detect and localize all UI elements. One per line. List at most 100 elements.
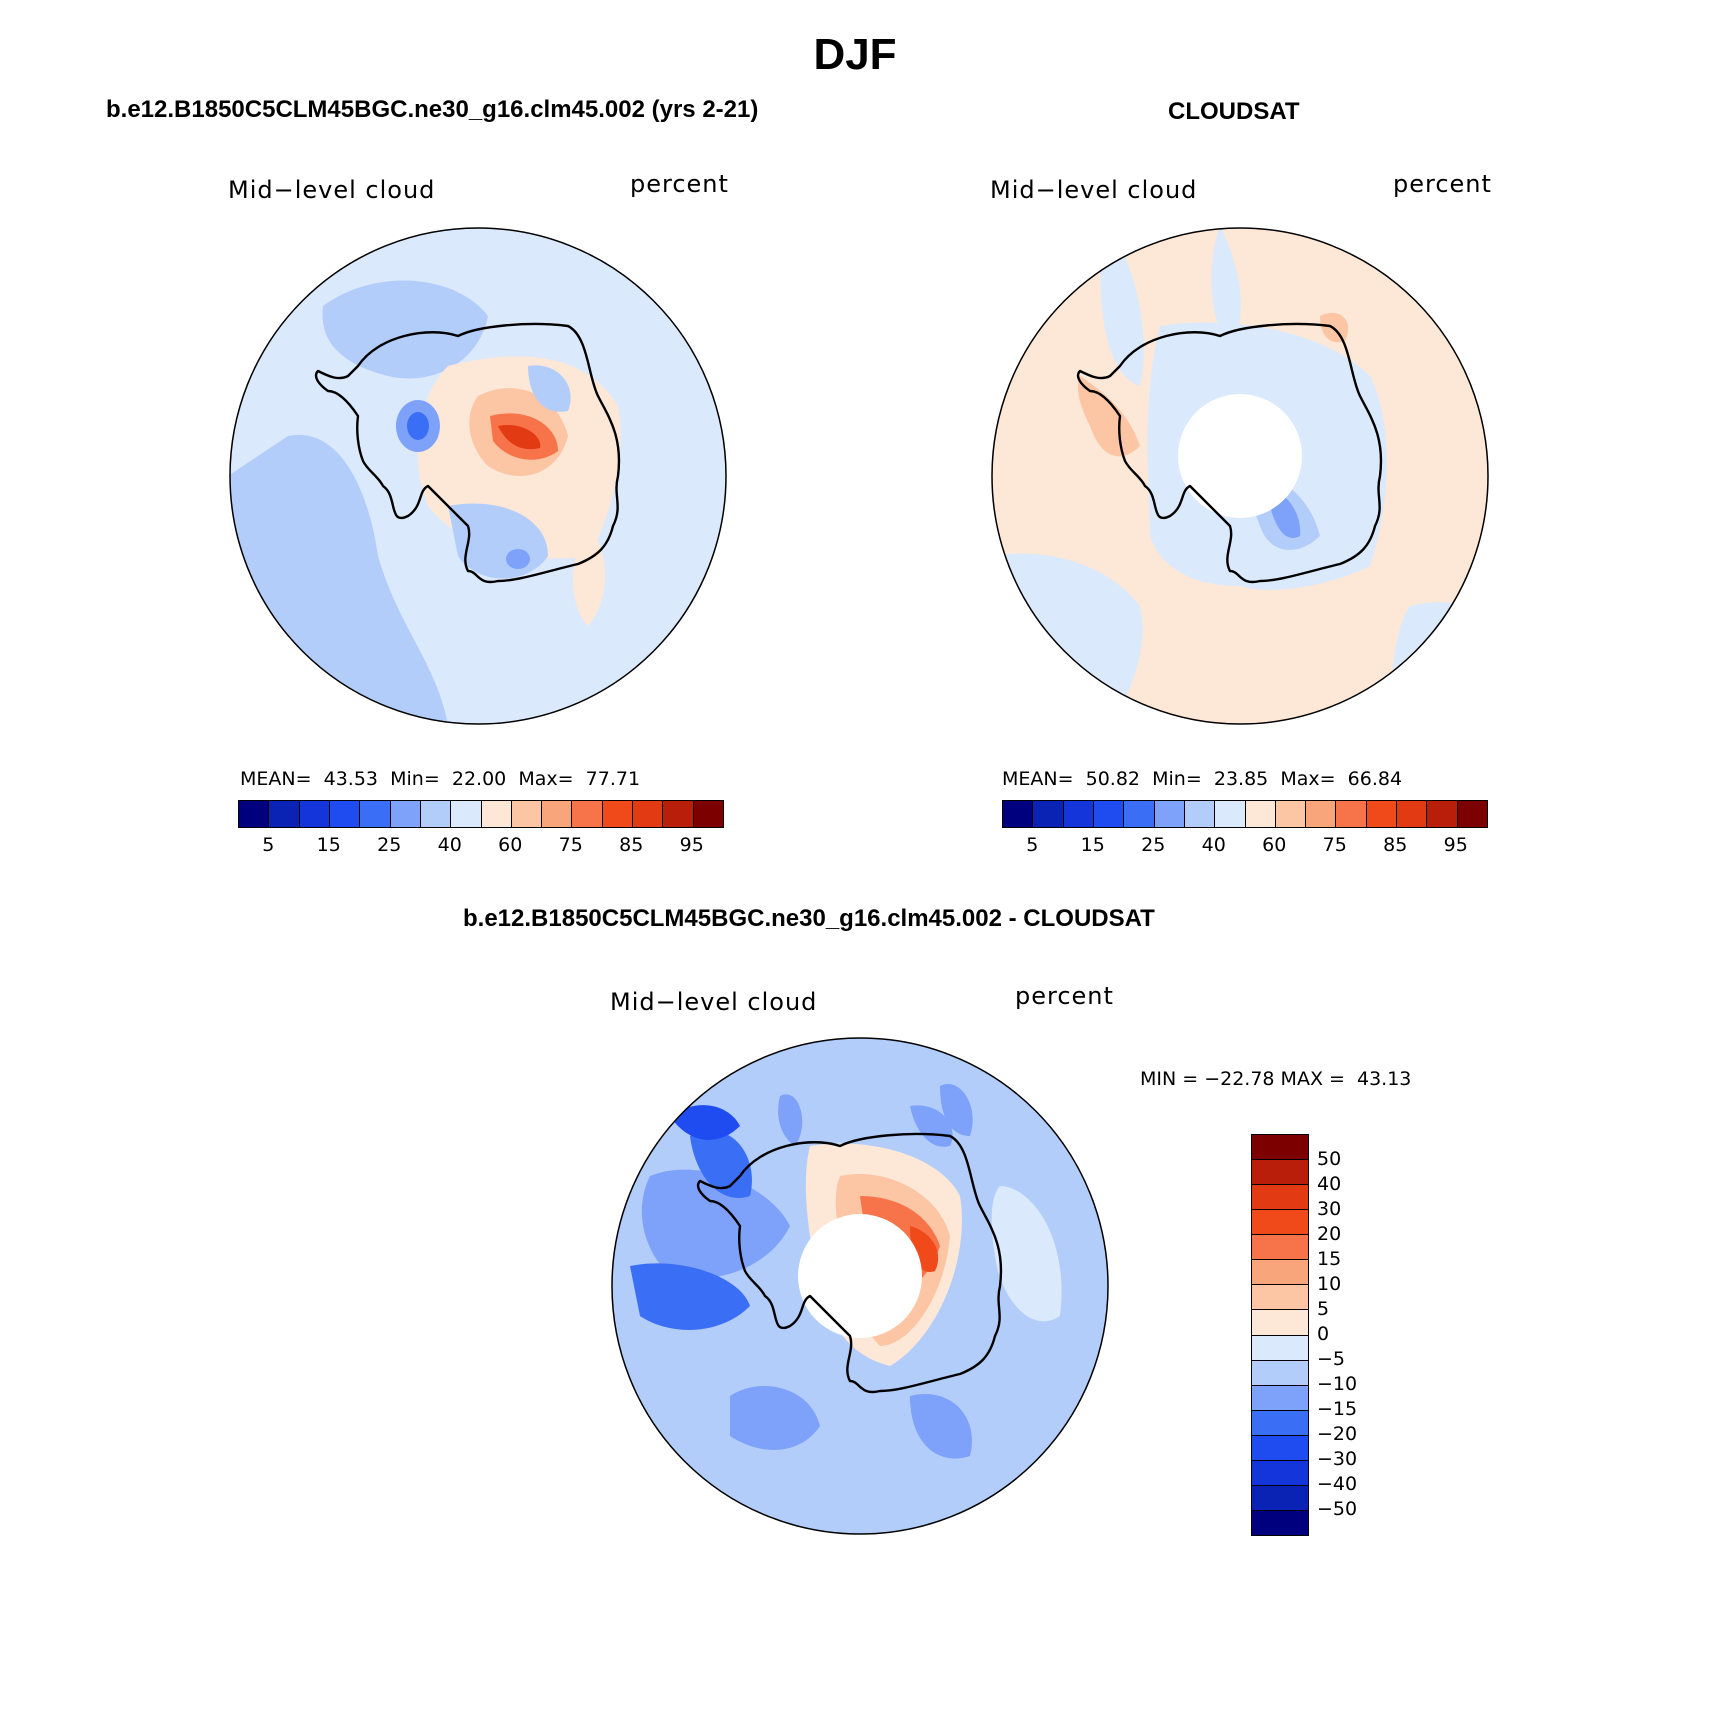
obs-colorbar-tick-label: 25: [1141, 834, 1166, 856]
obs-min-label: Min=: [1152, 768, 1202, 790]
model-polar-map: [229, 227, 727, 725]
model-variable-label: Mid−level cloud: [228, 176, 436, 204]
diff-field-region: [910, 1394, 972, 1459]
diff-variable-label: Mid−level cloud: [610, 988, 818, 1016]
obs-colorbar-swatch: [1003, 801, 1034, 827]
diff-colorbar-swatch: [1252, 1410, 1308, 1436]
model-panel-title: b.e12.B1850C5CLM45BGC.ne30_g16.clm45.002…: [106, 96, 759, 123]
obs-colorbar-swatch: [1306, 801, 1337, 827]
diff-colorbar-tick-label: −15: [1317, 1398, 1358, 1420]
model-colorbar-tick-label: 85: [619, 834, 644, 856]
obs-colorbar-swatch: [1245, 801, 1276, 827]
obs-panel-title: CLOUDSAT: [1168, 98, 1300, 125]
diff-colorbar-swatch: [1252, 1135, 1308, 1161]
model-colorbar-swatch: [511, 801, 543, 827]
diff-colorbar-tick-label: 40: [1317, 1173, 1342, 1195]
diff-colorbar-swatch: [1252, 1460, 1308, 1486]
model-map-border: [229, 227, 727, 725]
model-field-region: [230, 346, 247, 396]
obs-max-value: 66.84: [1347, 768, 1403, 790]
diff-colorbar-swatch: [1252, 1385, 1308, 1411]
diff-colorbar-tick-label: −40: [1317, 1473, 1358, 1495]
diff-colorbar-tick-label: 0: [1317, 1323, 1330, 1345]
figure-title: DJF: [813, 30, 897, 79]
model-colorbar-tick-label: 15: [316, 834, 341, 856]
obs-antarctica-coastline: [1076, 322, 1383, 584]
diff-colorbar-tick-label: 20: [1317, 1223, 1342, 1245]
obs-colorbar-swatch: [1366, 801, 1398, 827]
diff-panel-title: b.e12.B1850C5CLM45BGC.ne30_g16.clm45.002…: [463, 905, 1155, 932]
diff-colorbar-swatch: [1252, 1310, 1308, 1336]
obs-colorbar-tick-label: 95: [1443, 834, 1468, 856]
diff-colorbar-tick-label: −50: [1317, 1498, 1358, 1520]
model-colorbar-swatch: [481, 801, 512, 827]
obs-mean-value: 50.82: [1085, 768, 1141, 790]
model-colorbar-swatch: [239, 801, 270, 827]
obs-colorbar-swatch: [1154, 801, 1185, 827]
obs-colorbar-swatch: [1275, 801, 1307, 827]
model-mean-value: 43.53: [323, 768, 379, 790]
obs-min-value: 23.85: [1213, 768, 1269, 790]
obs-field-region: [1078, 376, 1140, 457]
model-antarctica-coastline: [314, 322, 621, 584]
diff-field-region: [910, 1105, 953, 1147]
diff-colorbar-swatch: [1252, 1510, 1308, 1535]
diff-field-region: [670, 1105, 740, 1140]
obs-colorbar-swatch: [1063, 801, 1094, 827]
diff-colorbar-swatch: [1252, 1335, 1308, 1361]
diff-field-region: [630, 1263, 750, 1330]
model-min-value: 22.00: [451, 768, 507, 790]
diff-map-border: [611, 1037, 1109, 1535]
model-field-region: [573, 526, 605, 626]
obs-colorbar-tick-label: 85: [1383, 834, 1408, 856]
diff-colorbar-tick-label: 30: [1317, 1198, 1342, 1220]
obs-colorbar-swatch: [1184, 801, 1216, 827]
obs-polar-map: [991, 227, 1489, 725]
diff-units-label: percent: [1015, 982, 1114, 1010]
obs-field-region: [1390, 602, 1488, 724]
model-mean-label: MEAN=: [240, 768, 312, 790]
model-colorbar-swatch: [572, 801, 603, 827]
diff-polar-map: [611, 1037, 1109, 1535]
diff-antarctica-coastline: [696, 1132, 1003, 1394]
model-colorbar-swatch: [693, 801, 723, 827]
diff-colorbar-swatch: [1252, 1360, 1308, 1386]
diff-colorbar-swatch: [1252, 1285, 1308, 1311]
diff-colorbar-tick-label: −20: [1317, 1423, 1358, 1445]
obs-stats: MEAN= 50.82 Min= 23.85 Max= 66.84: [1002, 768, 1402, 790]
diff-colorbar-swatch: [1252, 1435, 1308, 1461]
diff-field-region: [991, 1186, 1062, 1322]
model-stats: MEAN= 43.53 Min= 22.00 Max= 77.71: [240, 768, 640, 790]
obs-mean-label: MEAN=: [1002, 768, 1074, 790]
diff-colorbar-swatch: [1252, 1160, 1308, 1186]
obs-colorbar-swatch: [1336, 801, 1367, 827]
obs-colorbar-swatch: [1427, 801, 1458, 827]
model-colorbar-tick-label: 60: [498, 834, 523, 856]
model-colorbar-swatch: [633, 801, 664, 827]
diff-colorbar-swatch: [1252, 1185, 1308, 1211]
obs-colorbar-tick-label: 5: [1026, 834, 1039, 856]
obs-map-border: [991, 227, 1489, 725]
obs-colorbar-tick-label: 60: [1262, 834, 1287, 856]
obs-colorbar-tick-label: 15: [1080, 834, 1105, 856]
diff-colorbar-tick-label: 10: [1317, 1273, 1342, 1295]
model-min-label: Min=: [390, 768, 440, 790]
model-colorbar-ticks: 5 15 25 40 60 75 85 95: [238, 834, 722, 858]
model-field-region: [322, 280, 488, 379]
obs-colorbar-swatch: [1124, 801, 1155, 827]
obs-colorbar-ticks: 5 15 25 40 60 75 85 95: [1002, 834, 1486, 858]
diff-colorbar-ticks: 50 40 30 20 15 10 5 0 −5 −10 −15 −20 −30 −40 −50: [1317, 1134, 1397, 1534]
model-field-region: [498, 425, 541, 450]
model-colorbar-tick-label: 75: [558, 834, 583, 856]
diff-colorbar-tick-label: −30: [1317, 1448, 1358, 1470]
model-colorbar-swatch: [542, 801, 573, 827]
diff-colorbar-swatch: [1252, 1260, 1308, 1286]
diff-colorbar-tick-label: 50: [1317, 1148, 1342, 1170]
model-colorbar-swatch: [420, 801, 452, 827]
obs-colorbar-swatch: [1457, 801, 1487, 827]
model-colorbar-tick-label: 40: [437, 834, 462, 856]
obs-units-label: percent: [1393, 170, 1492, 198]
model-colorbar: [238, 800, 724, 828]
obs-colorbar-swatch: [1033, 801, 1064, 827]
diff-colorbar-swatch: [1252, 1235, 1308, 1261]
